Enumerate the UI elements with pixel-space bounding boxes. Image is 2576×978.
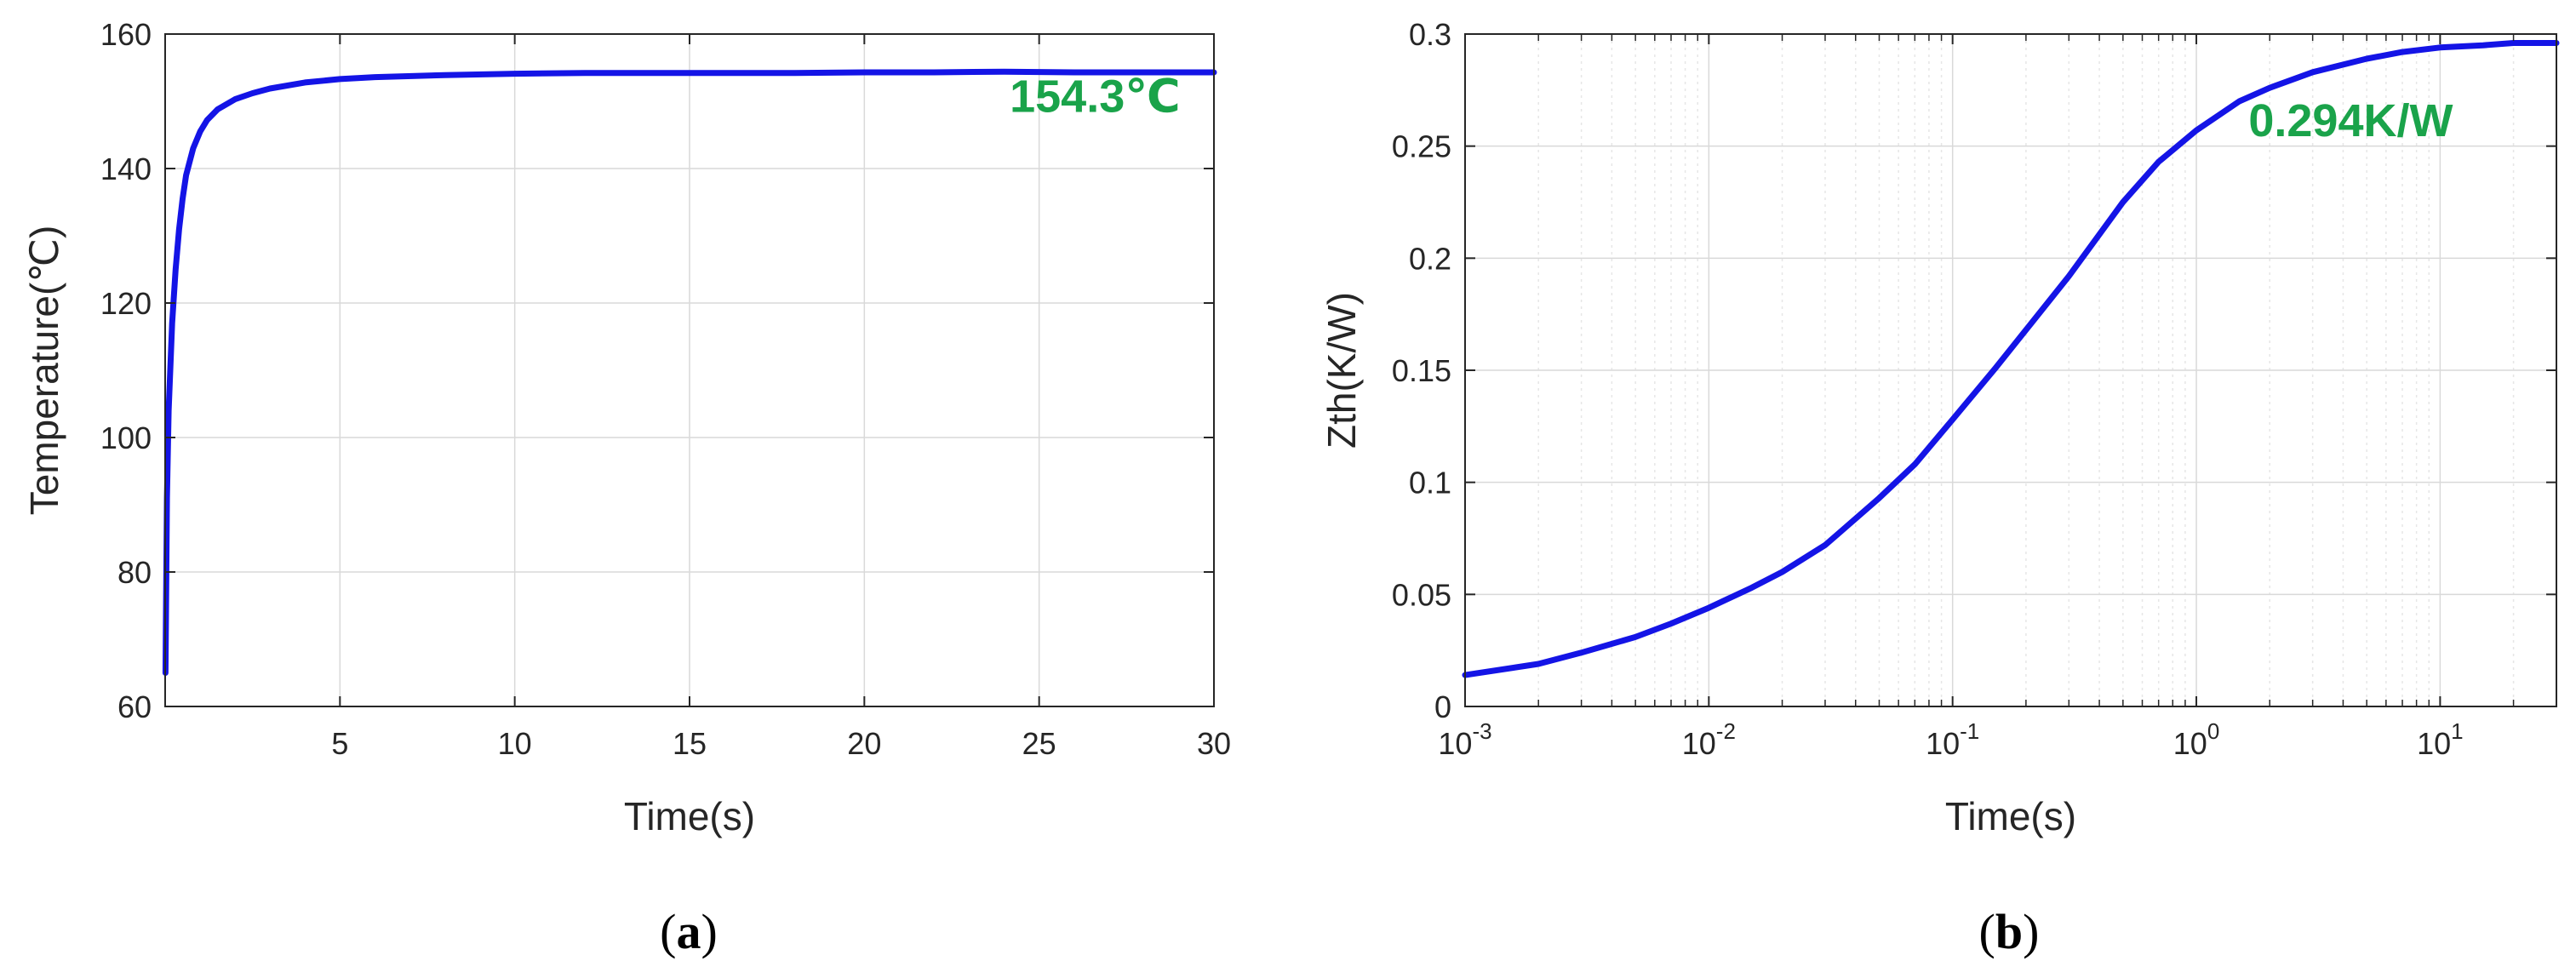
- y-axis-label-a: Temperature(℃): [22, 226, 66, 516]
- x-tick-label-b: 10-2: [1682, 718, 1736, 761]
- x-tick-label-a: 30: [1197, 726, 1231, 761]
- ticks-b: 10-3 10-2 10-1 100 101 0 0.05 0.1 0.15 0.2 0.25 0.3: [1392, 17, 2556, 761]
- x-tick-label-b: 10-3: [1438, 718, 1491, 761]
- y-tick-label-a: 120: [100, 286, 152, 321]
- y-tick-label-b: 0.05: [1392, 577, 1451, 612]
- ticks-a: 5 10 15 20 25 30 60 80 100 120 140 160: [100, 17, 1231, 761]
- grid-a: [165, 33, 1215, 707]
- y-tick-label-a: 160: [100, 17, 152, 52]
- y-tick-label-b: 0: [1434, 689, 1451, 724]
- series-group-a: [162, 68, 1217, 676]
- x-tick-label-a: 10: [498, 726, 532, 761]
- series-line-a-0: [162, 68, 1217, 676]
- x-tick-label-a: 20: [847, 726, 881, 761]
- y-tick-label-b: 0.3: [1409, 17, 1451, 52]
- y-axis-label-b: Zth(K/W): [1319, 292, 1364, 449]
- chart-panel-b: 10-3 10-2 10-1 100 101 0 0.05 0.1 0.15 0.2 0.25 0.3…: [1319, 17, 2560, 959]
- y-tick-label-a: 60: [117, 689, 152, 724]
- panel-label-a: (a): [660, 904, 718, 959]
- y-tick-label-a: 100: [100, 420, 152, 455]
- series-line-b-0: [1462, 40, 2560, 678]
- x-tick-label-b: 100: [2173, 718, 2220, 761]
- y-tick-label-b: 0.1: [1409, 466, 1451, 500]
- x-tick-label-a: 25: [1022, 726, 1056, 761]
- annotation-a: 154.3℃: [1010, 71, 1181, 123]
- annotation-b: 0.294K/W: [2248, 95, 2453, 146]
- x-tick-label-a: 15: [673, 726, 707, 761]
- y-tick-label-a: 80: [117, 555, 152, 590]
- x-tick-label-b: 101: [2417, 718, 2464, 761]
- x-tick-label-b: 10-1: [1926, 718, 1979, 761]
- x-axis-label-a: Time(s): [624, 794, 755, 838]
- x-axis-label-b: Time(s): [1945, 794, 2076, 838]
- series-group-b: [1462, 40, 2560, 678]
- grid-b: [1464, 33, 2556, 707]
- y-tick-label-b: 0.15: [1392, 353, 1451, 388]
- chart-panel-a: 5 10 15 20 25 30 60 80 100 120 140 160 154.3℃ Time(…: [22, 17, 1231, 959]
- y-tick-label-a: 140: [100, 152, 152, 186]
- panel-label-b: (b): [1979, 904, 2040, 959]
- x-tick-label-a: 5: [331, 726, 348, 761]
- y-tick-label-b: 0.2: [1409, 241, 1451, 276]
- y-tick-label-b: 0.25: [1392, 129, 1451, 164]
